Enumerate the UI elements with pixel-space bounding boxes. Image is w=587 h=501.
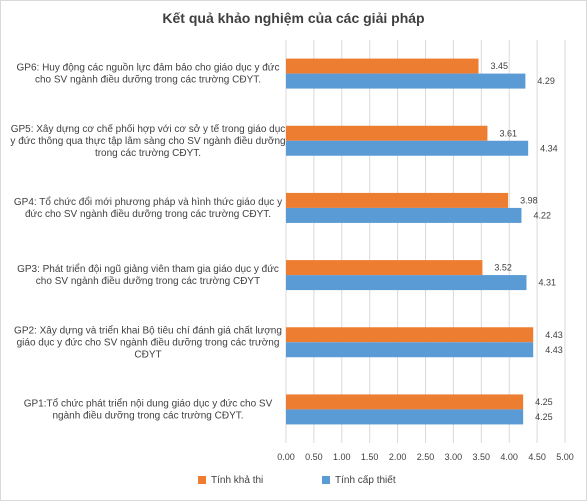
legend: Tính khả thi Tính cấp thiết — [198, 474, 396, 486]
x-tick-label: 5.00 — [556, 452, 574, 462]
bars — [286, 58, 534, 425]
bar-tinh-cap-thiet — [286, 207, 522, 223]
bar-tinh-cap-thiet — [286, 73, 526, 89]
category-label: GP1:Tổ chức phát triển nội dung giáo dục… — [24, 397, 273, 421]
x-tick-label: 2.00 — [389, 452, 407, 462]
data-label: 4.43 — [545, 330, 563, 340]
data-label: 4.34 — [540, 143, 558, 153]
data-label: 3.45 — [491, 61, 509, 71]
category-label: GP4: Tổ chức đổi mới phương pháp và hình… — [14, 196, 282, 220]
grid-lines — [285, 40, 566, 443]
bar-tinh-kha-thi — [286, 192, 509, 208]
data-label: 3.52 — [494, 263, 512, 273]
chart-title: Kết quả khảo nghiệm của các giải pháp — [162, 10, 425, 26]
data-label: 4.22 — [533, 210, 551, 220]
bar-tinh-cap-thiet — [286, 409, 524, 425]
legend-label: Tính cấp thiết — [335, 474, 396, 486]
legend-swatch — [198, 476, 206, 484]
data-label: 4.43 — [545, 345, 563, 355]
x-axis-ticks: 0.00 0.50 1.00 1.50 2.00 2.50 3.00 3.50 4.00 4.50… — [277, 452, 574, 462]
legend-swatch — [322, 476, 330, 484]
x-tick-label: 4.50 — [528, 452, 546, 462]
x-tick-label: 1.00 — [333, 452, 351, 462]
data-label: 4.31 — [538, 278, 556, 288]
bar-tinh-cap-thiet — [286, 342, 534, 358]
x-tick-label: 0.50 — [305, 452, 323, 462]
bar-tinh-kha-thi — [286, 260, 483, 276]
category-label: GP3: Phát triển đội ngũ giảng viên tham … — [17, 263, 279, 287]
data-label: 4.25 — [535, 412, 553, 422]
value-labels: 3.45 4.29 3.61 4.34 3.98 4.22 3.52 4.31 4.43 4.43… — [491, 61, 563, 422]
bar-tinh-kha-thi — [286, 58, 479, 74]
legend-label: Tính khả thi — [211, 475, 263, 486]
x-tick-label: 0.00 — [277, 452, 295, 462]
bar-tinh-kha-thi — [286, 394, 524, 410]
data-label: 3.98 — [520, 195, 538, 205]
category-label: GP6: Huy động các nguồn lực đảm bảo cho … — [17, 62, 280, 86]
x-tick-label: 3.00 — [445, 452, 463, 462]
x-tick-label: 2.50 — [417, 452, 435, 462]
bar-tinh-kha-thi — [286, 125, 488, 141]
category-label: GP2: Xây dựng và triển khai Bộ tiêu chí … — [14, 324, 282, 360]
x-tick-label: 1.50 — [361, 452, 379, 462]
category-labels: GP6: Huy động các nguồn lực đảm bảo cho … — [10, 62, 285, 422]
data-label: 3.61 — [499, 128, 517, 138]
x-tick-label: 4.00 — [500, 452, 518, 462]
x-tick-label: 3.50 — [473, 452, 491, 462]
data-label: 4.25 — [535, 397, 553, 407]
data-label: 4.29 — [537, 76, 555, 86]
category-label: GP5: Xây dựng cơ chế phối hợp với cơ sở … — [10, 123, 285, 159]
bar-tinh-cap-thiet — [286, 275, 527, 291]
bar-tinh-kha-thi — [286, 327, 534, 343]
bar-tinh-cap-thiet — [286, 140, 529, 156]
